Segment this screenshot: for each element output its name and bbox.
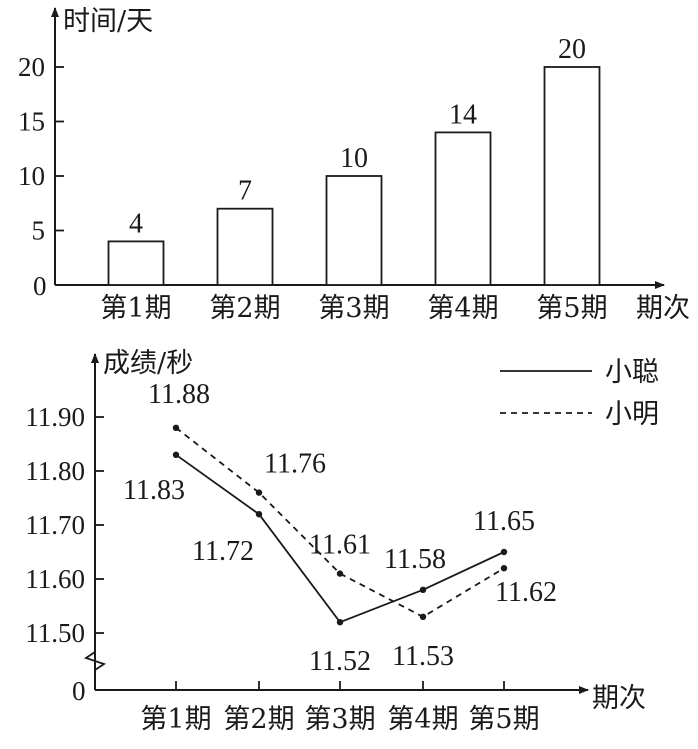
bar — [107, 240, 165, 286]
bar-value-label: 10 — [340, 143, 368, 174]
bar-y-axis-label: 时间/天 — [63, 6, 153, 37]
line-value-label: 11.83 — [123, 475, 185, 506]
bar-x-tick-labels: 第1期 第2期 第3期 第4期 第5期 — [100, 293, 607, 324]
line-x-tick-labels: 第1期 第2期 第3期 第4期 第5期 — [140, 681, 540, 735]
line-value-label: 11.88 — [148, 379, 210, 410]
line-x-tick-label: 第5期 — [468, 704, 539, 735]
legend-label-series-1: 小聪 — [605, 357, 659, 388]
line-y-axis-label: 成绩/秒 — [103, 348, 193, 379]
line-point — [172, 424, 180, 431]
line-value-label: 11.53 — [392, 641, 454, 672]
line-origin-label: 0 — [72, 676, 86, 706]
axis-break-icon — [83, 651, 107, 671]
bar-x-tick-label: 第5期 — [536, 293, 607, 324]
line-point — [500, 548, 508, 556]
line-point — [172, 451, 180, 458]
bar-x-tick-label: 第4期 — [427, 293, 498, 324]
line-value-label: 11.61 — [309, 530, 371, 561]
legend-label-series-2: 小明 — [605, 399, 659, 430]
bar — [325, 175, 383, 286]
line-x-tick-label: 第2期 — [223, 704, 294, 735]
line-x-tick-label: 第1期 — [140, 704, 211, 735]
line-y-tick-label: 11.60 — [25, 564, 85, 594]
bar-value-label: 14 — [449, 99, 477, 130]
line-series-2 — [175, 427, 505, 618]
legend: 小聪 小明 — [500, 357, 659, 430]
bar — [216, 207, 274, 286]
line-x-axis-label: 期次 — [592, 683, 646, 714]
line-y-tick-label: 11.80 — [25, 456, 85, 486]
bar — [543, 66, 601, 286]
bar-y-tick-label: 5 — [32, 216, 46, 246]
line-value-label: 11.52 — [309, 646, 371, 677]
bar-origin-label: 0 — [33, 271, 47, 301]
bar-series: 4 7 10 14 20 — [107, 34, 601, 286]
bar-x-axis-label: 期次 — [636, 293, 690, 324]
line-value-label: 11.72 — [192, 536, 254, 567]
line-point — [419, 586, 427, 593]
bar-value-label: 7 — [238, 176, 252, 207]
bar-x-tick-label: 第2期 — [209, 293, 280, 324]
line-value-label: 11.65 — [473, 506, 535, 537]
line-point — [419, 613, 427, 620]
line-x-tick-label: 第3期 — [304, 704, 375, 735]
bar-x-tick-label: 第3期 — [318, 293, 389, 324]
line-y-tick-label: 11.90 — [25, 402, 85, 432]
bar — [434, 131, 492, 286]
line-value-label: 11.58 — [384, 544, 446, 575]
bar-y-ticks: 5 10 15 20 — [18, 52, 64, 246]
line-point — [255, 511, 263, 518]
line-point — [336, 619, 344, 626]
line-point — [500, 565, 508, 572]
line-y-ticks: 11.50 11.60 11.70 11.80 11.90 — [25, 402, 104, 648]
line-y-tick-label: 11.70 — [25, 510, 85, 540]
line-point — [336, 570, 344, 577]
bar-value-label: 20 — [558, 34, 586, 65]
line-y-tick-label: 11.50 — [25, 618, 85, 648]
bar-x-tick-label: 第1期 — [100, 293, 171, 324]
line-value-label: 11.62 — [495, 577, 557, 608]
line-x-tick-label: 第4期 — [387, 704, 458, 735]
bar-y-tick-label: 20 — [18, 52, 45, 82]
bar-y-tick-label: 15 — [18, 107, 45, 137]
bar-y-tick-label: 10 — [18, 161, 45, 191]
line-value-label: 11.76 — [264, 449, 326, 480]
bar-value-label: 4 — [129, 208, 143, 239]
line-point — [255, 489, 263, 496]
